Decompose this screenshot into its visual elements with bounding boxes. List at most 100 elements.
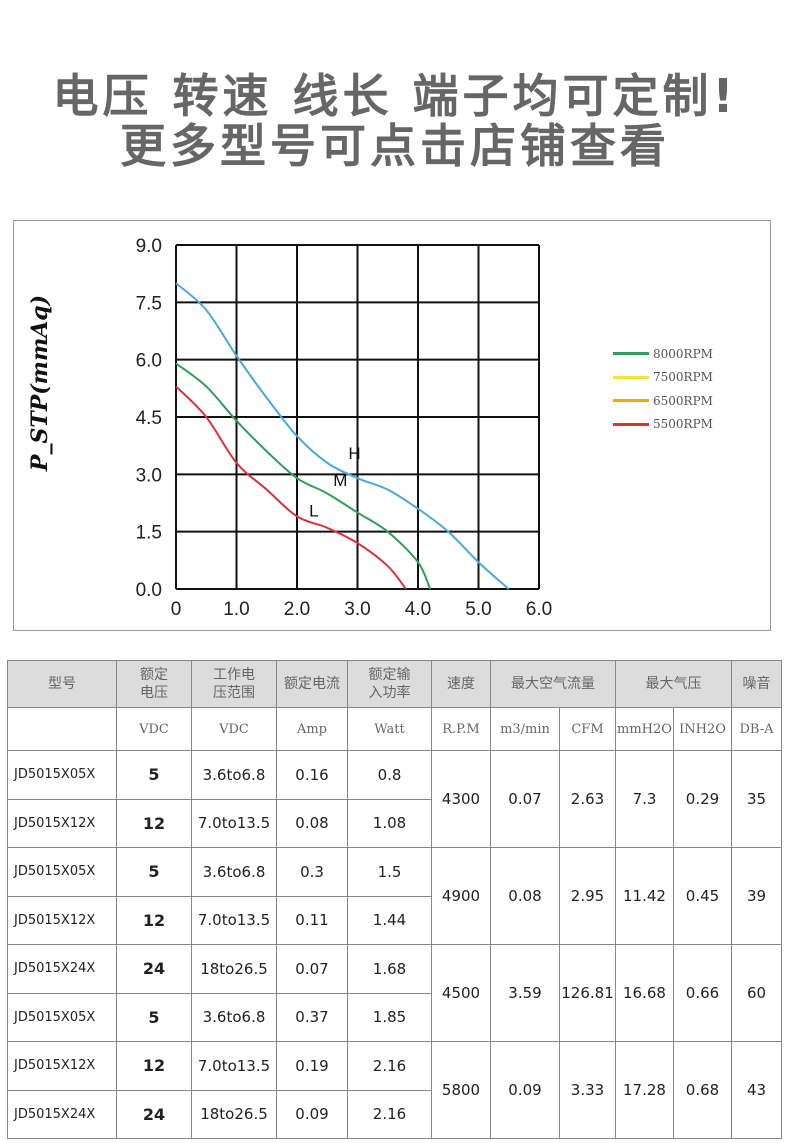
pressure-mmh2o-cell: 17.28 <box>615 1041 674 1139</box>
legend-label: 6500RPM <box>653 393 713 408</box>
pressure-inh2o-cell: 0.68 <box>673 1041 732 1139</box>
power-cell: 1.68 <box>347 944 432 994</box>
pressure-mmh2o-cell: 16.68 <box>615 944 674 1042</box>
power-cell: 0.8 <box>347 750 432 800</box>
unit-cell: VDC <box>116 707 192 751</box>
y-tick-label: 1.5 <box>136 523 162 544</box>
model-cell: JD5015X12X <box>7 895 117 945</box>
legend-item: 5500RPM <box>613 413 713 437</box>
table-row: JD5015X12X 12 7.0to13.5 0.11 1.44 <box>7 895 782 945</box>
current-cell: 0.07 <box>276 944 348 994</box>
chart-legend: 8000RPM 7500RPM 6500RPM 5500RPM <box>613 342 713 436</box>
pressure-inh2o-cell: 0.45 <box>673 847 732 945</box>
voltage-range-cell: 7.0to13.5 <box>191 1041 277 1091</box>
noise-cell: 39 <box>731 847 782 945</box>
power-cell: 1.85 <box>347 992 432 1042</box>
header-cell: 额定输 入功率 <box>347 660 432 708</box>
model-cell: JD5015X05X <box>7 992 117 1042</box>
airflow-cfm-cell: 3.33 <box>559 1041 616 1139</box>
table-row: JD5015X12X 12 7.0to13.5 0.19 2.16 5800 0.09 3.3… <box>7 1041 782 1139</box>
model-cell: JD5015X12X <box>7 798 117 848</box>
table-row: JD5015X05X 5 3.6to6.8 0.37 1.85 <box>7 992 782 1042</box>
spec-table: 型号 额定 电压 工作电 压范围 额定电流 额定输 入功率 速度 最大空气流量 最大气压 噪音 VDC V… <box>7 660 782 1139</box>
current-cell: 0.16 <box>276 750 348 800</box>
table-row: JD5015X05X 5 3.6to6.8 0.16 0.8 4300 0.07 2.63 7.… <box>7 750 782 848</box>
voltage-range-cell: 3.6to6.8 <box>191 992 277 1042</box>
curve-label: M <box>333 471 347 490</box>
legend-label: 5500RPM <box>653 417 713 432</box>
table-row: JD5015X12X 12 7.0to13.5 0.08 1.08 <box>7 798 782 848</box>
header-cell: 噪音 <box>731 660 782 708</box>
legend-item: 7500RPM <box>613 366 713 390</box>
x-tick-label: 6.0 <box>526 599 552 620</box>
speed-cell: 4900 <box>431 847 491 945</box>
pressure-inh2o-cell: 0.66 <box>673 944 732 1042</box>
legend-swatch <box>613 422 649 426</box>
header-cell: 最大空气流量 <box>490 660 616 708</box>
model-cell: JD5015X24X <box>7 1089 117 1139</box>
y-tick-label: 7.5 <box>136 293 162 314</box>
airflow-m3-cell: 0.09 <box>490 1041 560 1139</box>
power-cell: 2.16 <box>347 1041 432 1091</box>
power-cell: 1.5 <box>347 847 432 897</box>
header-cell: 工作电 压范围 <box>191 660 277 708</box>
header-cell: 额定 电压 <box>116 660 192 708</box>
header-cell: 额定电流 <box>276 660 348 708</box>
legend-swatch <box>613 399 649 403</box>
x-tick-label: 1.0 <box>223 599 249 620</box>
chart-plot: 0 1.0 2.0 3.0 4.0 5.0 6.0 0.0 1.5 3.0 4.5 6.0 7.5 9.0… <box>136 236 553 620</box>
power-cell: 1.44 <box>347 895 432 945</box>
units-row: VDC VDC Amp Watt R.P.M m3/min CFM mmH2O INH2O DB-… <box>7 707 782 751</box>
legend-item: 6500RPM <box>613 389 713 413</box>
header-cell: 最大气压 <box>615 660 732 708</box>
x-tick-label: 4.0 <box>405 599 431 620</box>
y-tick-label: 3.0 <box>136 465 162 486</box>
y-tick-label: 9.0 <box>136 236 162 257</box>
rated-voltage-cell: 5 <box>116 750 192 800</box>
pressure-inh2o-cell: 0.29 <box>673 750 732 848</box>
power-cell: 2.16 <box>347 1089 432 1139</box>
unit-cell <box>7 707 117 751</box>
table-row: JD5015X24X 24 18to26.5 0.09 2.16 <box>7 1089 782 1139</box>
x-tick-label: 2.0 <box>284 599 310 620</box>
curve-label: H <box>348 444 360 463</box>
unit-cell: VDC <box>191 707 277 751</box>
y-tick-label: 0.0 <box>136 580 162 601</box>
legend-item: 8000RPM <box>613 342 713 366</box>
current-cell: 0.09 <box>276 1089 348 1139</box>
current-cell: 0.3 <box>276 847 348 897</box>
x-tick-label: 0 <box>171 599 182 620</box>
current-cell: 0.37 <box>276 992 348 1042</box>
unit-cell: CFM <box>559 707 616 751</box>
unit-cell: DB-A <box>731 707 782 751</box>
voltage-range-cell: 18to26.5 <box>191 1089 277 1139</box>
airflow-cfm-cell: 126.81 <box>559 944 616 1042</box>
curve-H <box>175 282 510 590</box>
airflow-m3-cell: 0.07 <box>490 750 560 848</box>
model-cell: JD5015X05X <box>7 847 117 897</box>
y-tick-label: 4.5 <box>136 408 162 429</box>
legend-label: 8000RPM <box>653 346 713 361</box>
airflow-m3-cell: 0.08 <box>490 847 560 945</box>
noise-cell: 43 <box>731 1041 782 1139</box>
pressure-chart <box>13 220 771 631</box>
noise-cell: 35 <box>731 750 782 848</box>
rated-voltage-cell: 24 <box>116 1089 192 1139</box>
unit-cell: m3/min <box>490 707 560 751</box>
legend-swatch <box>613 375 649 379</box>
voltage-range-cell: 7.0to13.5 <box>191 895 277 945</box>
legend-swatch <box>613 352 649 356</box>
x-tick-label: 5.0 <box>465 599 491 620</box>
banner-line-2: 更多型号可点击店铺查看 <box>120 119 670 173</box>
model-cell: JD5015X12X <box>7 1041 117 1091</box>
rated-voltage-cell: 12 <box>116 1041 192 1091</box>
airflow-cfm-cell: 2.95 <box>559 847 616 945</box>
unit-cell: Watt <box>347 707 432 751</box>
rated-voltage-cell: 12 <box>116 895 192 945</box>
unit-cell: Amp <box>276 707 348 751</box>
y-tick-label: 6.0 <box>136 351 162 372</box>
unit-cell: mmH2O <box>615 707 674 751</box>
voltage-range-cell: 3.6to6.8 <box>191 847 277 897</box>
voltage-range-cell: 18to26.5 <box>191 944 277 994</box>
curve-label: L <box>309 501 318 520</box>
